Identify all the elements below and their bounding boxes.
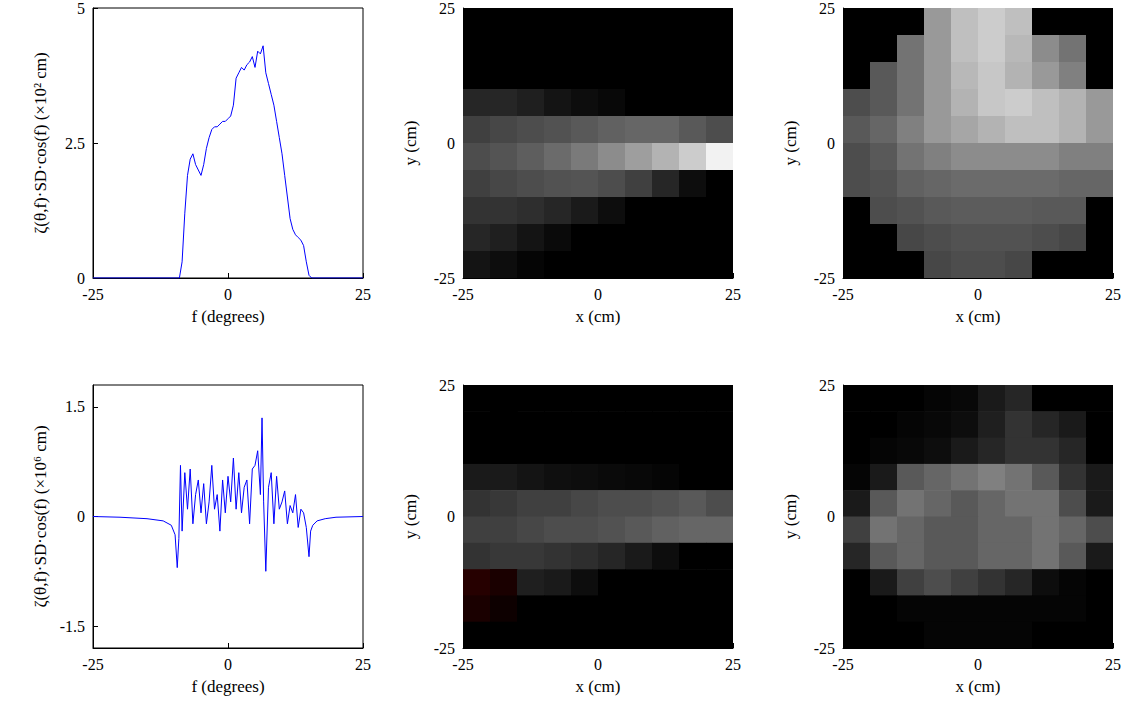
svg-text:0: 0 [447,508,455,525]
svg-text:0: 0 [594,656,602,673]
svg-text:25: 25 [1105,286,1121,303]
svg-text:25: 25 [819,377,835,394]
svg-text:25: 25 [355,656,371,673]
svg-text:0: 0 [974,286,982,303]
svg-text:25: 25 [819,0,835,17]
svg-text:-25: -25 [832,286,853,303]
svg-text:5: 5 [77,0,85,17]
svg-text:x (cm): x (cm) [956,677,1001,696]
svg-text:f (degrees): f (degrees) [191,307,264,326]
svg-text:0: 0 [224,286,232,303]
svg-text:y (cm): y (cm) [781,121,800,166]
svg-text:25: 25 [439,377,455,394]
svg-text:0: 0 [447,135,455,152]
svg-text:ζ(θ,f)·SD·cos(f) (×10² cm): ζ(θ,f)·SD·cos(f) (×10² cm) [31,52,50,233]
svg-text:-1.5: -1.5 [60,618,85,635]
svg-text:2.5: 2.5 [65,135,85,152]
svg-text:25: 25 [355,286,371,303]
svg-text:x (cm): x (cm) [576,307,621,326]
svg-text:-25: -25 [814,270,835,287]
svg-text:y (cm): y (cm) [401,494,420,539]
svg-text:-25: -25 [814,640,835,657]
svg-text:25: 25 [725,656,741,673]
svg-text:0: 0 [77,508,85,525]
svg-text:0: 0 [974,656,982,673]
svg-text:0: 0 [224,656,232,673]
svg-text:0: 0 [827,508,835,525]
svg-text:x (cm): x (cm) [576,677,621,696]
svg-text:25: 25 [1105,656,1121,673]
svg-text:y (cm): y (cm) [401,121,420,166]
svg-text:0: 0 [827,135,835,152]
svg-text:-25: -25 [82,656,103,673]
svg-text:25: 25 [439,0,455,17]
svg-text:y (cm): y (cm) [781,494,800,539]
svg-text:0: 0 [77,270,85,287]
svg-text:-25: -25 [82,286,103,303]
svg-text:25: 25 [725,286,741,303]
svg-text:1.5: 1.5 [65,398,85,415]
svg-text:f (degrees): f (degrees) [191,677,264,696]
svg-text:-25: -25 [434,270,455,287]
svg-text:0: 0 [594,286,602,303]
svg-text:-25: -25 [452,656,473,673]
svg-text:-25: -25 [832,656,853,673]
svg-text:-25: -25 [452,286,473,303]
svg-text:ζ(θ,f)·SD·cos(f) (×10⁶ cm): ζ(θ,f)·SD·cos(f) (×10⁶ cm) [31,425,50,607]
svg-text:x (cm): x (cm) [956,307,1001,326]
svg-text:-25: -25 [434,640,455,657]
